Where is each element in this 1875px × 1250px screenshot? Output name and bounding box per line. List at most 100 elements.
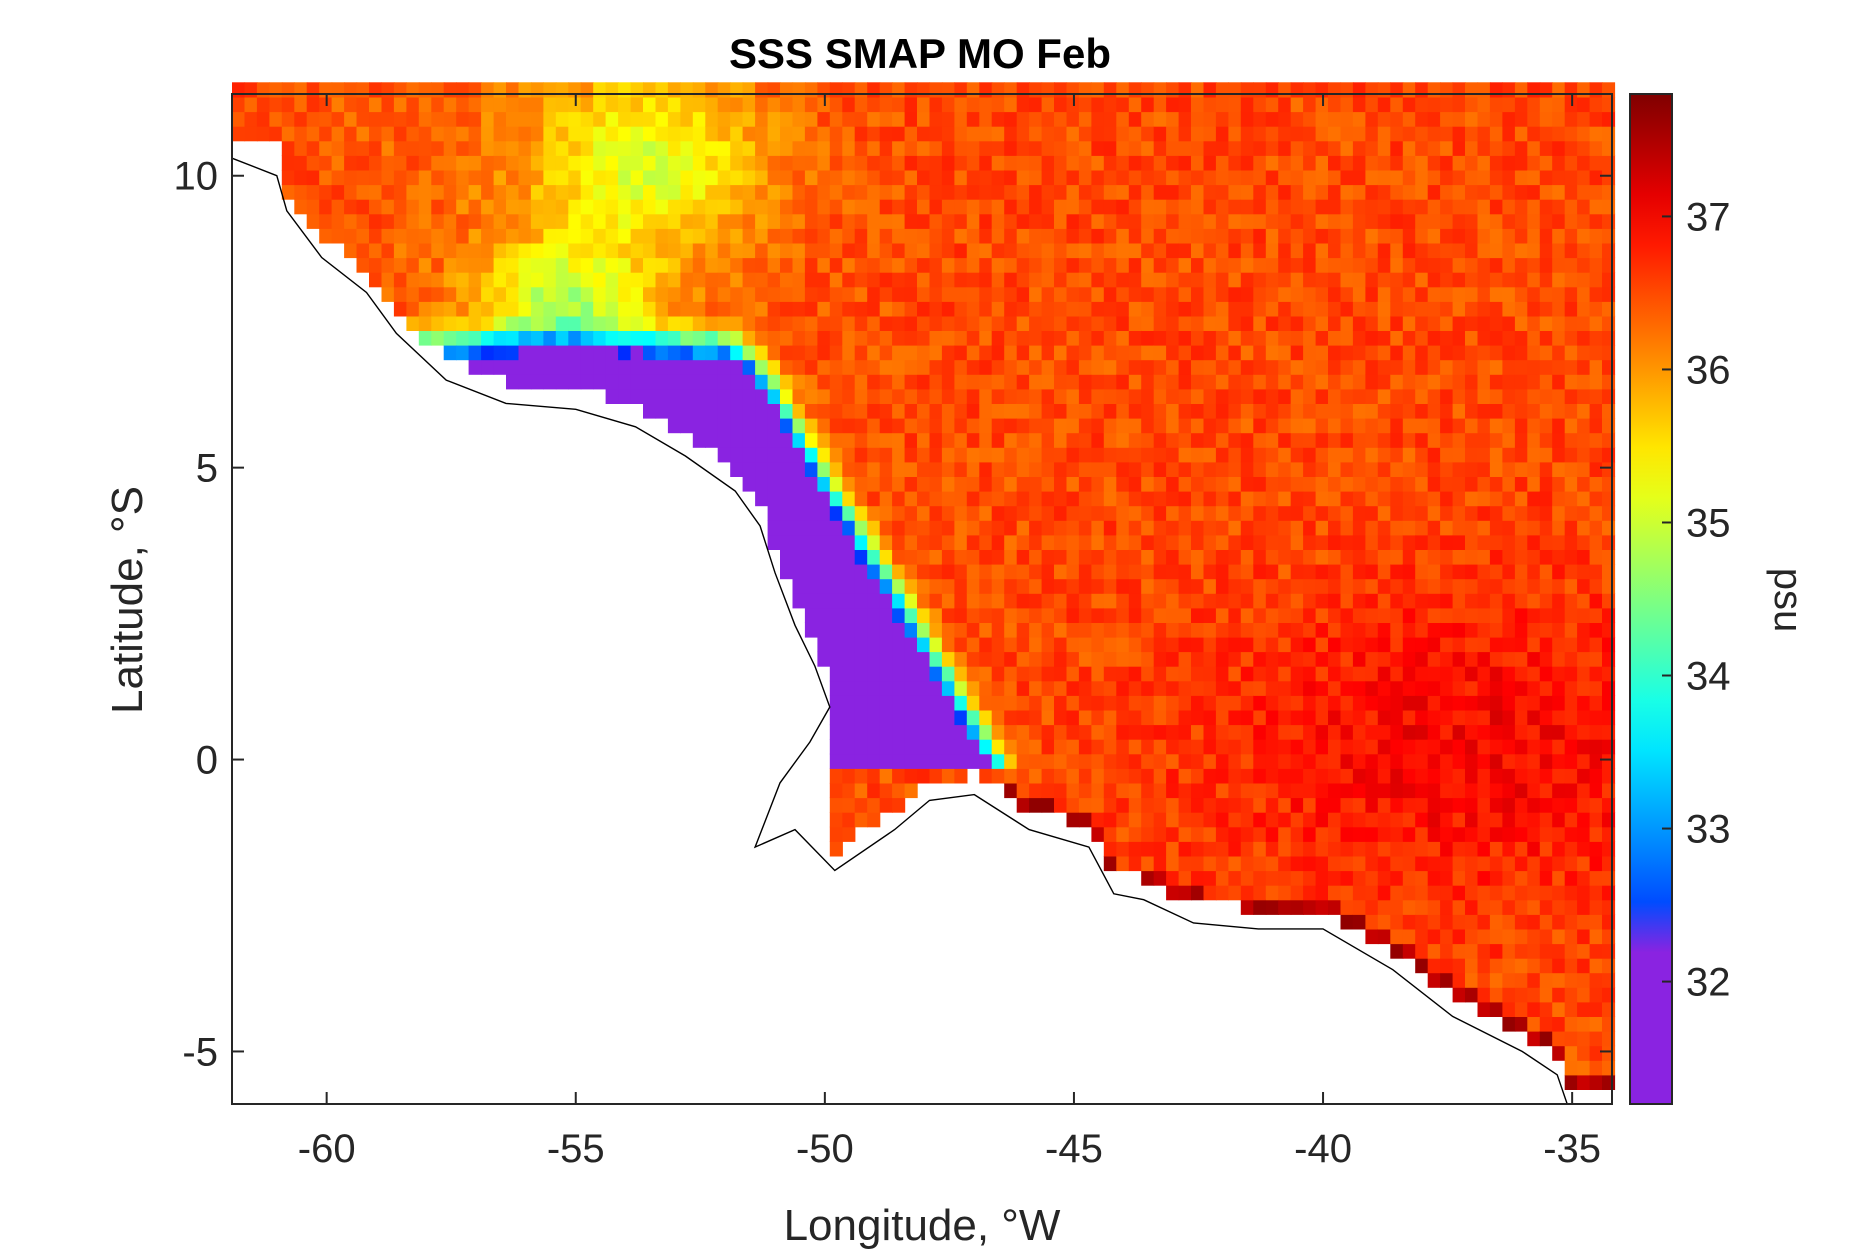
heatmap-cell (1004, 242, 1018, 259)
heatmap-cell (1502, 461, 1516, 477)
heatmap-cell (1477, 432, 1491, 448)
heatmap-cell (829, 491, 843, 507)
heatmap-cell (1240, 126, 1254, 142)
heatmap-cell (1203, 607, 1217, 623)
heatmap-cell (1577, 914, 1591, 930)
heatmap-cell (780, 155, 794, 171)
heatmap-cell (717, 96, 731, 113)
heatmap-cell (1452, 739, 1466, 755)
heatmap-cell (1552, 841, 1566, 857)
heatmap-cell (829, 301, 843, 317)
heatmap-cell (842, 447, 856, 463)
heatmap-cell (369, 242, 383, 259)
heatmap-cell (1253, 724, 1267, 740)
heatmap-cell (1078, 607, 1092, 623)
heatmap-cell (680, 315, 694, 331)
heatmap-cell (842, 96, 856, 113)
heatmap-cell (1502, 724, 1516, 740)
heatmap-cell (1215, 578, 1229, 594)
heatmap-cell (1415, 461, 1429, 477)
heatmap-cell (518, 213, 532, 229)
heatmap-cell (1489, 958, 1503, 974)
heatmap-cell (1527, 870, 1541, 886)
heatmap-cell (1203, 885, 1217, 901)
heatmap-cell (1402, 549, 1416, 565)
heatmap-cell (842, 593, 856, 609)
heatmap-cell (1452, 607, 1466, 623)
heatmap-cell (1365, 111, 1379, 127)
heatmap-cell (842, 724, 856, 740)
heatmap-cell (1365, 242, 1379, 259)
heatmap-cell (1452, 403, 1466, 419)
heatmap-cell (1564, 870, 1578, 886)
heatmap-cell (941, 505, 955, 521)
heatmap-cell (1066, 812, 1080, 828)
heatmap-cell (1328, 636, 1342, 653)
heatmap-cell (655, 213, 669, 229)
heatmap-cell (854, 666, 868, 682)
heatmap-cell (991, 403, 1005, 419)
heatmap-cell (966, 199, 980, 215)
x-axis-label: Longitude, °W (784, 1201, 1061, 1250)
heatmap-cell (1116, 812, 1130, 828)
heatmap-cell (506, 213, 520, 229)
heatmap-cell (1128, 622, 1142, 638)
heatmap-cell (1465, 345, 1479, 361)
heatmap-cell (892, 491, 906, 507)
heatmap-cell (1440, 96, 1454, 113)
heatmap-cell (829, 695, 843, 711)
heatmap-cell (1552, 476, 1566, 492)
heatmap-cell (780, 140, 794, 156)
heatmap-cell (1352, 111, 1366, 127)
heatmap-cell (481, 257, 495, 273)
heatmap-cell (1091, 286, 1105, 302)
heatmap-cell (1564, 534, 1578, 550)
heatmap-cell (867, 491, 881, 507)
heatmap-cell (1477, 651, 1491, 667)
heatmap-cell (1527, 461, 1541, 477)
heatmap-cell (879, 578, 893, 594)
heatmap-cell (1328, 680, 1342, 696)
heatmap-cell (904, 782, 918, 799)
heatmap-cell (1552, 607, 1566, 623)
heatmap-cell (1091, 169, 1105, 186)
heatmap-cell (1166, 169, 1180, 186)
heatmap-cell (356, 213, 370, 229)
heatmap-cell (1477, 140, 1491, 156)
heatmap-cell (1502, 797, 1516, 813)
heatmap-cell (1004, 272, 1018, 288)
heatmap-cell (1539, 928, 1553, 945)
heatmap-cell (1514, 680, 1528, 696)
heatmap-cell (1552, 958, 1566, 974)
heatmap-cell (506, 257, 520, 273)
heatmap-cell (1502, 768, 1516, 784)
heatmap-cell (506, 96, 520, 113)
heatmap-cell (1377, 286, 1391, 302)
heatmap-cell (580, 169, 594, 186)
heatmap-cell (780, 82, 794, 98)
heatmap-cell (792, 432, 806, 448)
heatmap-cell (543, 315, 557, 331)
heatmap-cell (1477, 345, 1491, 361)
heatmap-cell (1502, 928, 1516, 945)
heatmap-cell (792, 593, 806, 609)
heatmap-cell (1054, 213, 1068, 229)
heatmap-cell (792, 82, 806, 98)
heatmap-cell (1539, 666, 1553, 682)
heatmap-cell (1215, 257, 1229, 273)
heatmap-cell (991, 388, 1005, 404)
heatmap-cell (431, 242, 445, 259)
heatmap-cell (1427, 228, 1441, 244)
heatmap-cell (1390, 476, 1404, 492)
heatmap-cell (867, 534, 881, 550)
heatmap-cell (917, 199, 931, 215)
heatmap-cell (1340, 812, 1354, 828)
heatmap-cell (256, 82, 270, 98)
heatmap-cell (1465, 126, 1479, 142)
heatmap-cell (1153, 491, 1167, 507)
heatmap-cell (1054, 315, 1068, 331)
heatmap-cell (1078, 768, 1092, 784)
heatmap-cell (1502, 914, 1516, 930)
heatmap-cell (1041, 432, 1055, 448)
heatmap-cell (917, 709, 931, 726)
